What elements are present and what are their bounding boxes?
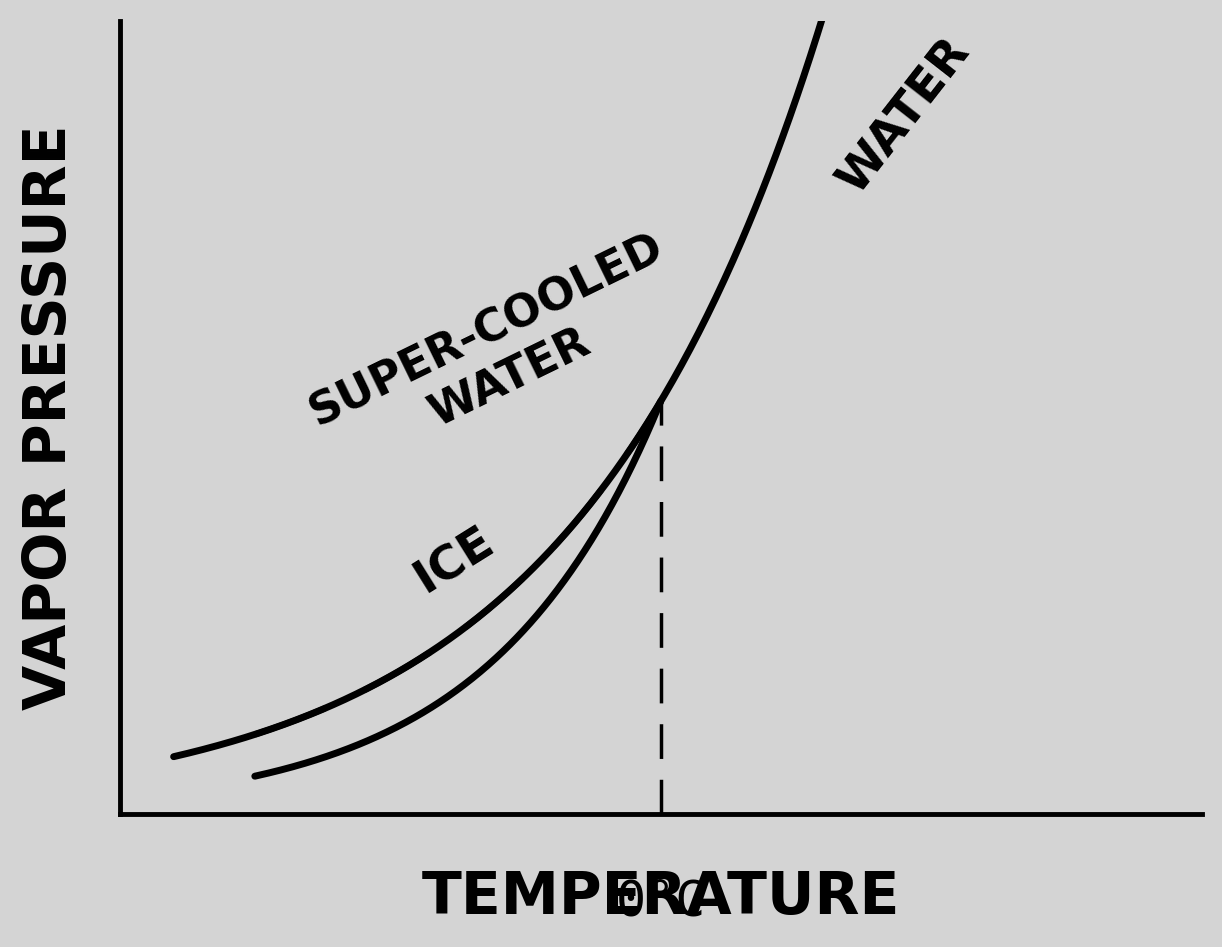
Text: ICE: ICE	[407, 518, 502, 601]
Text: SUPER-COOLED
WATER: SUPER-COOLED WATER	[302, 225, 694, 482]
X-axis label: TEMPERATURE: TEMPERATURE	[422, 869, 899, 926]
Y-axis label: VAPOR PRESSURE: VAPOR PRESSURE	[21, 125, 78, 710]
Text: WATER: WATER	[830, 29, 978, 203]
Text: 0°C: 0°C	[615, 877, 705, 925]
